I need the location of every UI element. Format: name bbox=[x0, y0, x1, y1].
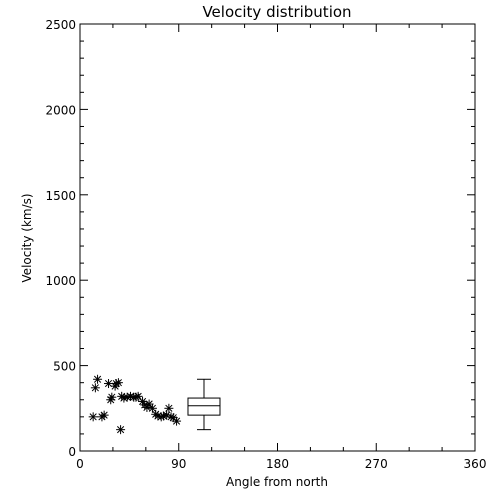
data-point bbox=[164, 403, 174, 413]
plot-frame bbox=[79, 23, 476, 452]
data-point bbox=[88, 412, 98, 422]
y-tick-label: 1500 bbox=[45, 189, 76, 203]
y-tick-label: 1000 bbox=[45, 274, 76, 288]
chart-title: Velocity distribution bbox=[202, 3, 351, 21]
y-tick-label: 2000 bbox=[45, 103, 76, 117]
x-tick-label: 180 bbox=[266, 457, 289, 471]
x-axis-label: Angle from north bbox=[226, 475, 328, 489]
x-tick-label: 0 bbox=[76, 457, 84, 471]
y-tick-label: 0 bbox=[68, 445, 76, 459]
boxplot bbox=[187, 378, 221, 431]
y-tick-label: 500 bbox=[53, 360, 76, 374]
data-point bbox=[113, 378, 123, 388]
data-point bbox=[133, 391, 143, 401]
plot-area-border bbox=[79, 23, 476, 452]
y-tick-label: 2500 bbox=[45, 18, 76, 32]
x-tick-label: 360 bbox=[464, 457, 487, 471]
x-tick-label: 90 bbox=[171, 457, 186, 471]
y-axis-label: Velocity (km/s) bbox=[20, 193, 34, 282]
y-axis: 0 500 1000 1500 2000 2500 bbox=[45, 18, 475, 459]
iqr-box bbox=[187, 397, 221, 416]
data-point bbox=[147, 403, 157, 413]
data-point bbox=[107, 392, 117, 402]
data-point bbox=[116, 425, 126, 435]
data-points bbox=[88, 374, 182, 435]
data-point bbox=[172, 416, 182, 426]
data-point bbox=[104, 379, 114, 389]
data-point bbox=[93, 374, 103, 384]
x-axis: 0 90 180 270 360 bbox=[76, 24, 486, 471]
x-tick-label: 270 bbox=[365, 457, 388, 471]
data-point bbox=[90, 383, 100, 393]
data-point bbox=[99, 410, 109, 420]
